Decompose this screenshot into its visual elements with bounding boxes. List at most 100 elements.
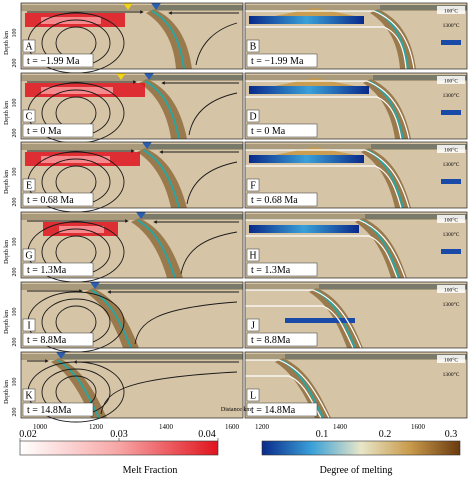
melting-degree-band (285, 318, 355, 323)
depth-axis-label: Depth km (4, 31, 10, 55)
isotherm-label: 1300°C (443, 22, 460, 29)
panel-letter-box (22, 109, 36, 123)
panel-letter: A (25, 42, 33, 53)
panel-f: 100°C 1300°C Ft = 0.68 Ma (244, 141, 468, 209)
melting-degree-band (441, 110, 461, 115)
melt-colorbar-label: Melt Fraction (123, 465, 178, 476)
isotherm-label-box (437, 285, 465, 293)
panel-time-label: t = 1.3Ma (27, 265, 67, 276)
overriding-plate (371, 144, 467, 149)
degree-tick: 0.3 (445, 429, 458, 440)
distance-axis-label: Distance km (221, 407, 251, 413)
overriding-plate (95, 284, 243, 289)
isotherm-line (245, 149, 410, 209)
panel-letter-box (22, 178, 36, 192)
trench-marker-icon (144, 73, 154, 80)
panel-grid: At = −1.99 Ma 100°C 1300°C Bt = −1.99 Ma Ct … (20, 2, 468, 423)
distance-tick: 1600 (411, 423, 426, 431)
melting-degree-peak (275, 8, 355, 16)
depth-tick: 100 (12, 29, 18, 38)
panel-frame (20, 2, 244, 70)
crust-layer (245, 5, 467, 11)
mantle-streamline (180, 231, 238, 275)
slab-surface-layer (144, 80, 180, 140)
crust-layer (21, 214, 243, 220)
isotherm-line (245, 80, 410, 140)
degree-of-melting-colorbar: 0.1 0.2 0.3 Degree of melting (261, 429, 461, 476)
isotherm-line (245, 375, 322, 419)
panel-time-label: t = 8.8Ma (27, 335, 67, 346)
isotherm-label-box (437, 355, 465, 363)
isotherm-line (245, 289, 362, 349)
distance-tick: 1400 (159, 423, 174, 431)
panel-letter-box (246, 388, 260, 402)
panel-letter-box (246, 178, 260, 192)
degree-tick: 0.2 (379, 429, 392, 440)
distance-tick: 1200 (255, 423, 270, 431)
ridge-marker-icon (116, 73, 126, 80)
overriding-plate (147, 144, 243, 149)
melting-degree-band (441, 249, 461, 254)
crust-layer (245, 214, 467, 220)
panel-time-box (246, 123, 318, 138)
degree-colorbar-label: Degree of melting (320, 465, 393, 476)
isotherm-line (245, 219, 406, 279)
panel-letter-box (246, 318, 260, 332)
panel-frame (20, 281, 244, 349)
panel-letter: G (25, 251, 32, 262)
panel-time-box (22, 53, 94, 68)
depth-tick: 200 (12, 338, 18, 347)
panel-k: Kt = 14.8Ma (20, 351, 244, 423)
melt-tick: 0.02 (19, 429, 37, 440)
depth-axis-label: Depth km (4, 310, 10, 334)
depth-axis-label: Depth km (4, 240, 10, 264)
panel-time-label: t = 8.8Ma (251, 335, 291, 346)
panel-time-label: t = −1.99 Ma (251, 56, 304, 67)
panel-time-label: t = 1.3Ma (251, 265, 291, 276)
degree-colorbar-bar (261, 440, 461, 456)
panel-time-label: t = 14.8Ma (251, 405, 296, 416)
panel-i: It = 8.8Ma (20, 281, 244, 353)
panel-time-label: t = −1.99 Ma (27, 56, 80, 67)
overriding-plate (365, 214, 467, 219)
panel-frame (20, 141, 244, 209)
panel-letter: B (250, 42, 257, 53)
isotherm-label-box (437, 145, 465, 153)
melt-colorbar-bar (19, 440, 219, 456)
melting-degree-band (249, 16, 364, 24)
melting-degree-peak (275, 78, 355, 86)
slab-surface-layer (90, 289, 132, 349)
panel-e: Et = 0.68 Ma (20, 141, 244, 213)
isotherm-line (245, 305, 354, 349)
crust-layer (21, 5, 243, 11)
panel-letter-box (246, 39, 260, 53)
panel-time-box (22, 402, 94, 417)
panel-h: 100°C 1300°C Ht = 1.3Ma (244, 211, 468, 279)
isotherm-label: 100°C (444, 217, 458, 224)
slab-surface-layer (136, 219, 176, 279)
depth-axis-label: Depth km (4, 380, 10, 404)
panel-letter-box (246, 109, 260, 123)
panel-time-label: t = 0 Ma (27, 126, 62, 137)
panel-letter-box (22, 318, 36, 332)
depth-tick: 200 (12, 198, 18, 207)
isotherm-label: 100°C (444, 287, 458, 294)
depth-tick: 200 (12, 268, 18, 277)
depth-axis-label: Depth km (4, 170, 10, 194)
distance-tick: 1400 (333, 423, 348, 431)
isotherm-label: 1300°C (443, 301, 460, 308)
panel-frame (244, 72, 468, 140)
distance-axis-right: 1200 1400 1600 (255, 423, 426, 431)
trench-marker-icon (151, 3, 161, 10)
panel-letter-box (22, 39, 36, 53)
trench-marker-icon (136, 212, 146, 219)
overriding-plate (373, 75, 467, 80)
panel-time-box (22, 332, 94, 347)
panel-g: Gt = 1.3Ma (20, 211, 244, 283)
panel-frame (244, 211, 468, 279)
degree-tick: 0.1 (316, 429, 329, 440)
melt-fraction-colorbar: 0.02 0.03 0.04 Melt Fraction (19, 429, 219, 476)
depth-tick: 200 (12, 408, 18, 417)
